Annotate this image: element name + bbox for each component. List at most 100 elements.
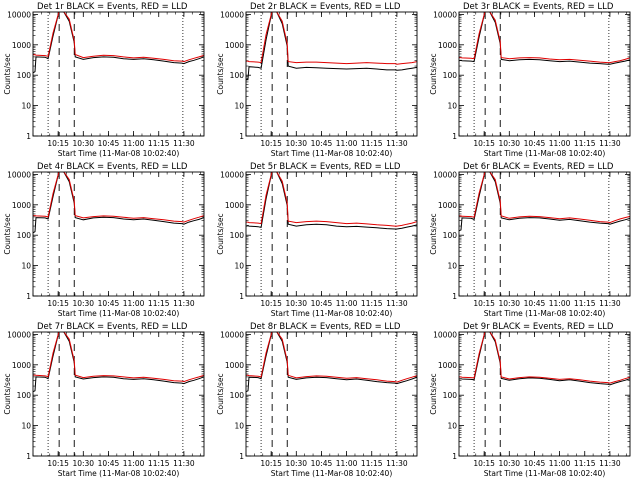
x-tick-label: 10:30 — [285, 299, 307, 308]
x-axis-label: Start Time (11-Mar-08 10:02:40) — [484, 309, 606, 318]
plot-title: Det 6r BLACK = Events, RED = LLD — [463, 162, 614, 172]
plot-frame — [245, 331, 418, 457]
x-tick-label: 11:30 — [173, 299, 195, 308]
x-tick-label: 11:30 — [173, 459, 195, 468]
series-line-events — [246, 332, 417, 393]
series-line-lld — [459, 172, 630, 224]
x-tick-label: 10:45 — [524, 299, 546, 308]
y-tick-label: 1 — [26, 292, 31, 301]
series-line-lld — [459, 332, 630, 384]
y-tick-label: 1000 — [12, 361, 31, 370]
plot-title: Det 8r BLACK = Events, RED = LLD — [250, 322, 401, 332]
plot-panel-5: Det 5r BLACK = Events, RED = LLD Counts/s… — [216, 162, 418, 318]
x-tick-label: 11:15 — [148, 299, 170, 308]
x-tick-label: 11:15 — [574, 459, 596, 468]
y-axis-label: Counts/sec — [429, 53, 438, 94]
y-axis-label: Counts/sec — [429, 373, 438, 414]
y-axis-label: Counts/sec — [216, 53, 225, 94]
x-axis-label: Start Time (11-Mar-08 10:02:40) — [58, 149, 180, 158]
x-tick-label: 11:00 — [123, 459, 145, 468]
series-line-lld — [33, 332, 204, 383]
plot-frame — [32, 331, 205, 457]
x-tick-label: 10:15 — [473, 139, 495, 148]
plot-title: Det 7r BLACK = Events, RED = LLD — [37, 322, 188, 332]
y-tick-label: 1 — [239, 292, 244, 301]
x-tick-label: 11:00 — [549, 459, 571, 468]
x-tick-label: 10:30 — [498, 459, 520, 468]
y-axis-label: Counts/sec — [3, 53, 12, 94]
y-axis-label: Counts/sec — [3, 373, 12, 414]
plot-frame — [245, 11, 418, 137]
plot-frame — [32, 11, 205, 137]
plot-title: Det 3r BLACK = Events, RED = LLD — [463, 2, 614, 12]
x-axis-label: Start Time (11-Mar-08 10:02:40) — [484, 469, 606, 478]
plot-title: Det 5r BLACK = Events, RED = LLD — [250, 162, 401, 172]
series-line-lld — [33, 172, 204, 223]
plot-panel-1: Det 1r BLACK = Events, RED = LLD Counts/s… — [3, 2, 205, 158]
plot-frame — [245, 171, 418, 297]
series-line-events — [459, 12, 630, 65]
y-tick-label: 10 — [21, 102, 31, 111]
x-axis-label: Start Time (11-Mar-08 10:02:40) — [58, 469, 180, 478]
y-tick-label: 1000 — [438, 361, 457, 370]
plot-frame — [458, 171, 631, 297]
x-tick-label: 11:00 — [123, 139, 145, 148]
y-tick-label: 100 — [230, 391, 245, 400]
y-tick-label: 100 — [17, 231, 32, 240]
y-axis-label: Counts/sec — [216, 213, 225, 254]
y-axis-label: Counts/sec — [216, 373, 225, 414]
y-tick-label: 1000 — [225, 41, 244, 50]
x-tick-label: 11:00 — [336, 299, 358, 308]
x-tick-label: 11:15 — [361, 139, 383, 148]
series-line-events — [246, 12, 417, 81]
y-tick-label: 10000 — [433, 10, 457, 19]
series-line-lld — [459, 12, 630, 64]
x-tick-label: 10:45 — [311, 459, 333, 468]
y-tick-label: 10000 — [433, 330, 457, 339]
y-tick-label: 1 — [452, 292, 457, 301]
x-tick-label: 11:00 — [336, 459, 358, 468]
plot-panel-6: Det 6r BLACK = Events, RED = LLD Counts/s… — [429, 162, 631, 318]
x-tick-label: 11:30 — [386, 139, 408, 148]
x-tick-label: 10:45 — [98, 139, 120, 148]
x-tick-label: 10:15 — [260, 139, 282, 148]
x-tick-label: 10:15 — [260, 459, 282, 468]
y-tick-label: 10 — [21, 262, 31, 271]
y-tick-label: 100 — [230, 231, 245, 240]
x-tick-label: 10:45 — [311, 299, 333, 308]
y-tick-label: 10 — [447, 262, 457, 271]
y-tick-label: 10000 — [7, 170, 31, 179]
series-line-lld — [33, 12, 204, 63]
y-tick-label: 1000 — [438, 41, 457, 50]
y-tick-label: 10000 — [7, 10, 31, 19]
y-tick-label: 100 — [17, 71, 32, 80]
y-tick-label: 100 — [17, 391, 32, 400]
y-tick-label: 10000 — [220, 170, 244, 179]
plot-panel-2: Det 2r BLACK = Events, RED = LLD Counts/s… — [216, 2, 418, 158]
x-tick-label: 10:15 — [260, 299, 282, 308]
x-tick-label: 11:15 — [574, 139, 596, 148]
plot-title: Det 9r BLACK = Events, RED = LLD — [463, 322, 614, 332]
y-tick-label: 1000 — [225, 361, 244, 370]
y-tick-label: 1000 — [12, 201, 31, 210]
x-tick-label: 10:30 — [72, 459, 94, 468]
plot-title: Det 2r BLACK = Events, RED = LLD — [250, 2, 401, 12]
x-tick-label: 11:30 — [386, 299, 408, 308]
y-tick-label: 10 — [447, 102, 457, 111]
y-tick-label: 100 — [230, 71, 245, 80]
y-tick-label: 1 — [26, 132, 31, 141]
x-tick-label: 11:00 — [336, 139, 358, 148]
y-tick-label: 10000 — [220, 10, 244, 19]
x-axis-label: Start Time (11-Mar-08 10:02:40) — [271, 149, 393, 158]
plot-panel-4: Det 4r BLACK = Events, RED = LLD Counts/s… — [3, 162, 205, 318]
plot-panel-8: Det 8r BLACK = Events, RED = LLD Counts/s… — [216, 322, 418, 478]
x-axis-label: Start Time (11-Mar-08 10:02:40) — [484, 149, 606, 158]
x-tick-label: 11:30 — [599, 459, 621, 468]
x-tick-label: 11:15 — [361, 299, 383, 308]
x-tick-label: 11:00 — [549, 299, 571, 308]
x-tick-label: 11:30 — [173, 139, 195, 148]
y-tick-label: 1000 — [12, 41, 31, 50]
plot-title: Det 4r BLACK = Events, RED = LLD — [37, 162, 188, 172]
